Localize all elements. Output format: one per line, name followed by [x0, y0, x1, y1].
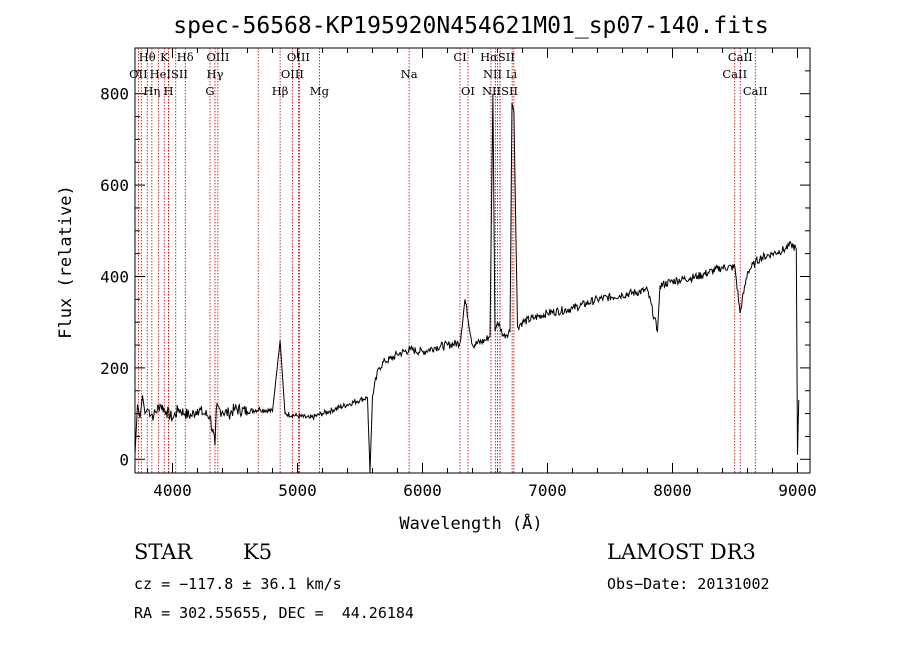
radec-label: RA = 302.55655, DEC = 44.26184	[134, 604, 414, 622]
x-tick-label: 9000	[778, 481, 817, 500]
spectral-line-label: Hβ	[272, 84, 289, 98]
spectral-line-label: OIII	[206, 50, 229, 64]
redshift-label: cz = −117.8 ± 36.1 km/s	[134, 575, 342, 593]
spectral-line-markers	[137, 48, 756, 473]
spectral-line-label: Mg	[310, 84, 330, 98]
spectral-line-label: Hη	[143, 84, 160, 98]
x-tick-label: 8000	[653, 481, 692, 500]
spectral-line-label: Na	[401, 67, 418, 81]
x-tick-label: 4000	[153, 481, 192, 500]
subclass-label: K5	[243, 540, 273, 564]
spectral-line-label: OIII	[287, 50, 310, 64]
y-tick-label: 800	[100, 85, 129, 104]
spectral-line-label: CaII	[743, 84, 768, 98]
x-tick-label: 6000	[403, 481, 442, 500]
plot-area	[134, 47, 811, 474]
y-tick-label: 200	[100, 359, 129, 378]
x-axis-label: Wavelength (Å)	[399, 512, 542, 534]
spectral-line-label: OIII	[281, 67, 304, 81]
spectral-line-label: G	[205, 84, 214, 98]
plot-frame	[134, 47, 811, 474]
y-tick-label: 600	[100, 176, 129, 195]
y-axis-label: Flux (relative)	[56, 185, 76, 339]
x-tick-label: 7000	[528, 481, 567, 500]
obs-date-label: Obs−Date: 20131002	[607, 575, 770, 593]
spectral-line-label: CI	[453, 50, 466, 64]
spectral-line-label: H	[163, 84, 173, 98]
y-tick-label: 0	[119, 450, 129, 469]
y-tick-label: 400	[100, 267, 129, 286]
survey-label: LAMOST DR3	[607, 540, 756, 564]
spectral-line-label: NIISII	[482, 84, 518, 98]
spectral-line-label: HαSII	[480, 50, 515, 64]
chart-title: spec-56568-KP195920N454621M01_sp07-140.f…	[173, 13, 768, 39]
spectrum-line	[134, 93, 800, 474]
spectral-line-label: Hδ	[177, 50, 194, 64]
x-tick-label: 5000	[278, 481, 317, 500]
spectral-line-label: K	[160, 50, 169, 64]
spectral-line-labels: Hθ K Hδ OIII OIII CI HαSII CaII OII HeISII Hγ OIII N…	[129, 50, 768, 98]
class-label: STAR	[134, 540, 193, 564]
spectral-line-label: OI	[461, 84, 475, 98]
spectral-line-label: CaII	[728, 50, 753, 64]
axis-ticks: 4000 5000 6000 7000 8000 9000 0 200 400 600 800	[100, 47, 817, 500]
spectral-line-label: HeISII	[150, 67, 188, 81]
spectral-line-label: OII	[129, 67, 148, 81]
spectral-line-label: Hγ	[207, 67, 224, 81]
spectral-line-label: CaII	[722, 67, 747, 81]
spectral-line-label: Hθ	[139, 50, 156, 64]
spectral-line-label: NII Li	[483, 67, 517, 81]
